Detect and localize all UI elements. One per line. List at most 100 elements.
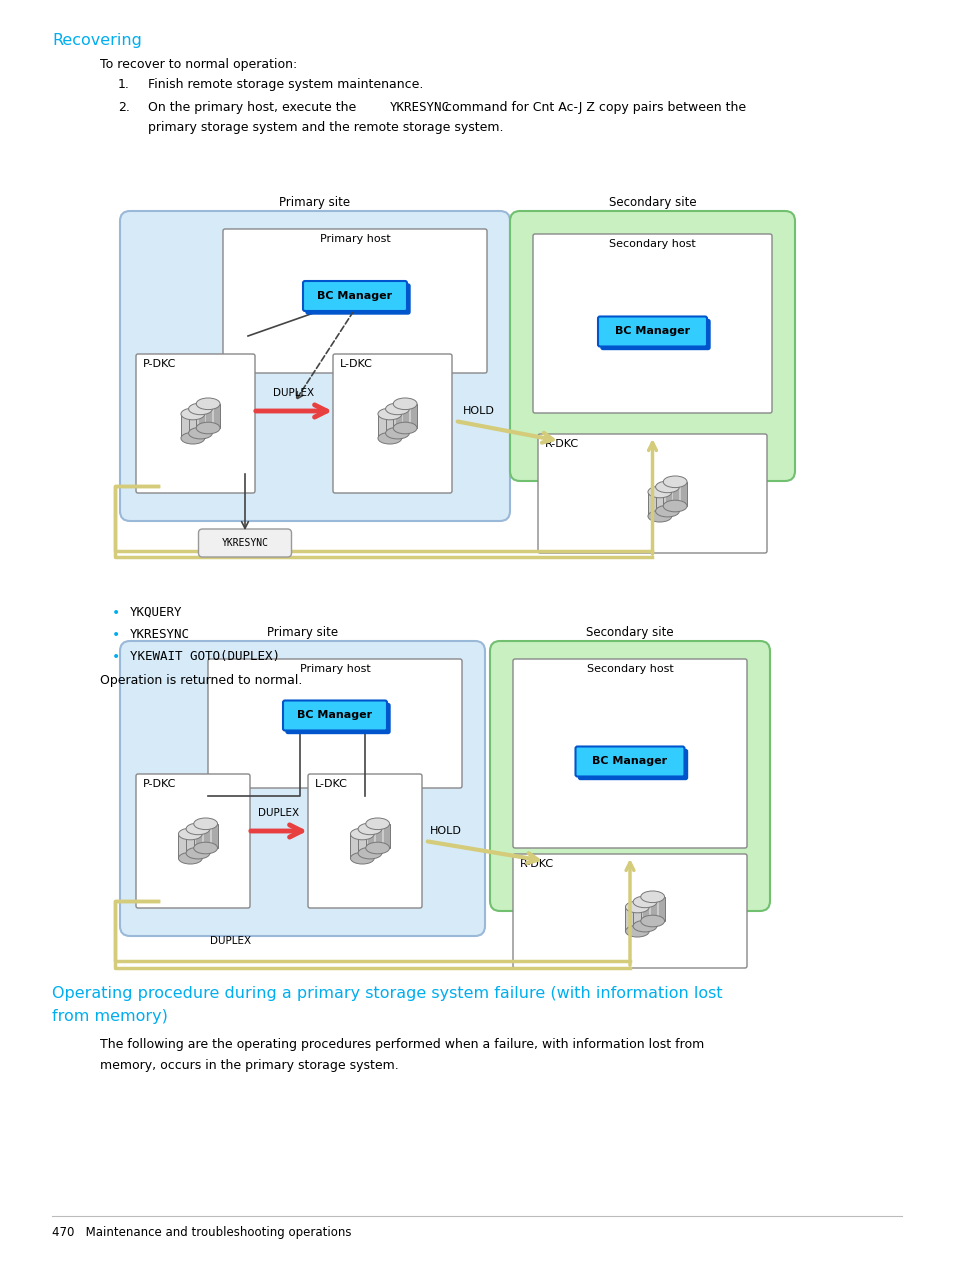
Bar <box>350 834 374 858</box>
Text: L-DKC: L-DKC <box>314 779 348 789</box>
Ellipse shape <box>655 506 679 517</box>
Ellipse shape <box>357 848 381 859</box>
Ellipse shape <box>181 432 205 444</box>
Bar <box>385 409 409 433</box>
Ellipse shape <box>393 422 416 433</box>
Bar <box>181 414 205 438</box>
Ellipse shape <box>633 920 657 932</box>
Bar <box>357 829 381 853</box>
Text: primary storage system and the remote storage system.: primary storage system and the remote st… <box>148 121 503 133</box>
Text: Operating procedure during a primary storage system failure (with information lo: Operating procedure during a primary sto… <box>52 986 721 1002</box>
Bar <box>647 492 671 516</box>
Bar <box>383 824 389 848</box>
Ellipse shape <box>662 501 686 512</box>
Ellipse shape <box>393 398 416 409</box>
Text: YKEWAIT GOTO(DUPLEX): YKEWAIT GOTO(DUPLEX) <box>130 649 280 663</box>
FancyBboxPatch shape <box>513 658 746 848</box>
Bar <box>665 492 671 516</box>
Bar <box>198 414 205 438</box>
Ellipse shape <box>193 819 217 830</box>
Text: HOLD: HOLD <box>430 826 461 836</box>
FancyBboxPatch shape <box>490 641 769 911</box>
FancyBboxPatch shape <box>308 774 421 907</box>
FancyBboxPatch shape <box>537 433 766 553</box>
Bar <box>658 897 664 921</box>
Text: Primary host: Primary host <box>299 663 370 674</box>
Text: YKQUERY: YKQUERY <box>130 606 182 619</box>
Bar <box>189 409 213 433</box>
Ellipse shape <box>640 891 664 902</box>
Text: Recovering: Recovering <box>52 33 142 48</box>
Bar <box>196 404 220 428</box>
Text: DUPLEX: DUPLEX <box>210 935 251 946</box>
Text: To recover to normal operation:: To recover to normal operation: <box>100 58 297 71</box>
FancyBboxPatch shape <box>533 234 771 413</box>
Ellipse shape <box>178 829 202 840</box>
FancyBboxPatch shape <box>598 316 706 347</box>
Text: 2.: 2. <box>118 100 130 114</box>
Ellipse shape <box>385 403 409 414</box>
Text: command for Cnt Ac-J Z copy pairs between the: command for Cnt Ac-J Z copy pairs betwee… <box>444 100 745 114</box>
Ellipse shape <box>647 487 671 498</box>
FancyBboxPatch shape <box>120 211 510 521</box>
Bar <box>403 409 409 433</box>
FancyBboxPatch shape <box>600 319 709 350</box>
Text: R-DKC: R-DKC <box>544 438 578 449</box>
Text: L-DKC: L-DKC <box>339 358 373 369</box>
Ellipse shape <box>365 843 389 854</box>
Ellipse shape <box>647 511 671 522</box>
FancyBboxPatch shape <box>286 704 390 733</box>
Ellipse shape <box>186 824 210 835</box>
Text: YKRESYNC: YKRESYNC <box>221 538 268 548</box>
Bar <box>662 482 686 506</box>
FancyBboxPatch shape <box>333 355 452 493</box>
Bar <box>213 404 220 428</box>
Ellipse shape <box>640 915 664 927</box>
Text: •: • <box>112 606 120 620</box>
FancyBboxPatch shape <box>575 746 684 777</box>
Text: BC Manager: BC Manager <box>297 710 373 721</box>
Text: P-DKC: P-DKC <box>143 779 176 789</box>
Text: memory, occurs in the primary storage system.: memory, occurs in the primary storage sy… <box>100 1059 398 1071</box>
Bar <box>193 824 217 848</box>
Text: On the primary host, execute the: On the primary host, execute the <box>148 100 355 114</box>
Ellipse shape <box>178 853 202 864</box>
Ellipse shape <box>357 824 381 835</box>
Text: Secondary site: Secondary site <box>585 627 673 639</box>
Text: Primary site: Primary site <box>267 627 337 639</box>
Text: 1.: 1. <box>118 78 130 92</box>
Bar <box>633 902 657 927</box>
Text: from memory): from memory) <box>52 1009 168 1024</box>
Bar <box>375 829 381 853</box>
Ellipse shape <box>186 848 210 859</box>
Text: R-DKC: R-DKC <box>519 859 554 869</box>
Ellipse shape <box>377 432 401 444</box>
Text: HOLD: HOLD <box>462 405 495 416</box>
Bar <box>368 834 374 858</box>
Bar <box>377 414 401 438</box>
Bar <box>365 824 389 848</box>
Ellipse shape <box>181 408 205 419</box>
Ellipse shape <box>655 482 679 493</box>
FancyBboxPatch shape <box>223 229 486 372</box>
Text: •: • <box>112 649 120 663</box>
Bar <box>640 897 664 921</box>
Bar <box>204 829 210 853</box>
FancyBboxPatch shape <box>578 750 687 779</box>
Text: Secondary site: Secondary site <box>608 196 696 208</box>
Ellipse shape <box>662 475 686 488</box>
FancyBboxPatch shape <box>136 355 254 493</box>
Text: Primary site: Primary site <box>279 196 350 208</box>
Bar <box>395 414 401 438</box>
Ellipse shape <box>385 427 409 438</box>
Bar <box>642 907 649 932</box>
Bar <box>196 834 202 858</box>
Bar <box>680 482 686 506</box>
Text: Secondary host: Secondary host <box>608 239 695 249</box>
Bar <box>393 404 416 428</box>
Ellipse shape <box>193 843 217 854</box>
FancyBboxPatch shape <box>513 854 746 969</box>
Bar <box>673 487 679 511</box>
Text: Finish remote storage system maintenance.: Finish remote storage system maintenance… <box>148 78 423 92</box>
Bar <box>186 829 210 853</box>
